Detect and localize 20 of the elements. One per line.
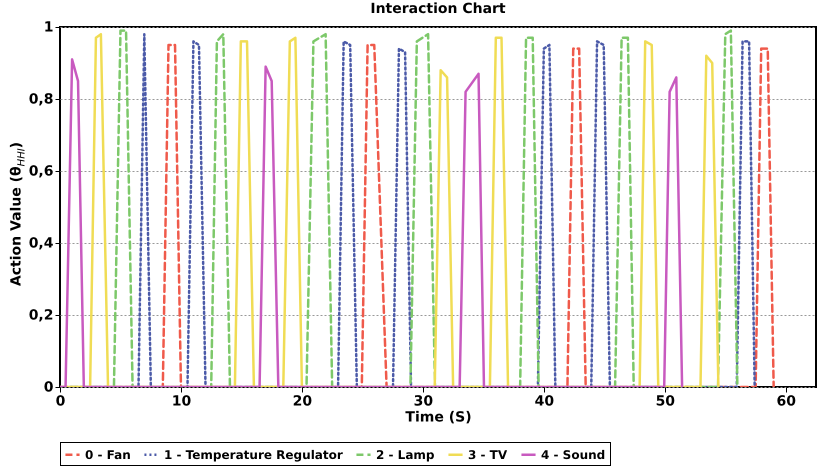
x-axis-title: Time (S)	[405, 410, 472, 426]
legend-label: 4 - Sound	[541, 448, 606, 462]
x-tick-label: 50	[656, 394, 676, 410]
chart-title: Interaction Chart	[370, 1, 506, 17]
y-tick-label: 0,2	[28, 308, 54, 324]
legend-label: 3 - TV	[468, 448, 508, 462]
legend-label: 2 - Lamp	[376, 448, 435, 462]
legend-label: 0 - Fan	[85, 448, 131, 462]
x-tick-label: 60	[776, 394, 796, 410]
y-tick-label: 0,4	[28, 236, 54, 252]
x-tick-label: 10	[172, 394, 192, 410]
x-tick-label: 30	[414, 394, 434, 410]
x-tick-label: 40	[534, 394, 554, 410]
y-tick-label: 0,8	[28, 92, 54, 108]
x-tick-label: 20	[292, 394, 312, 410]
y-tick-label: 0	[44, 380, 54, 396]
y-tick-label: 1	[44, 20, 54, 36]
legend-label: 1 - Temperature Regulator	[164, 448, 343, 462]
x-tick-label: 0	[56, 394, 66, 410]
y-tick-label: 0,6	[28, 164, 54, 180]
